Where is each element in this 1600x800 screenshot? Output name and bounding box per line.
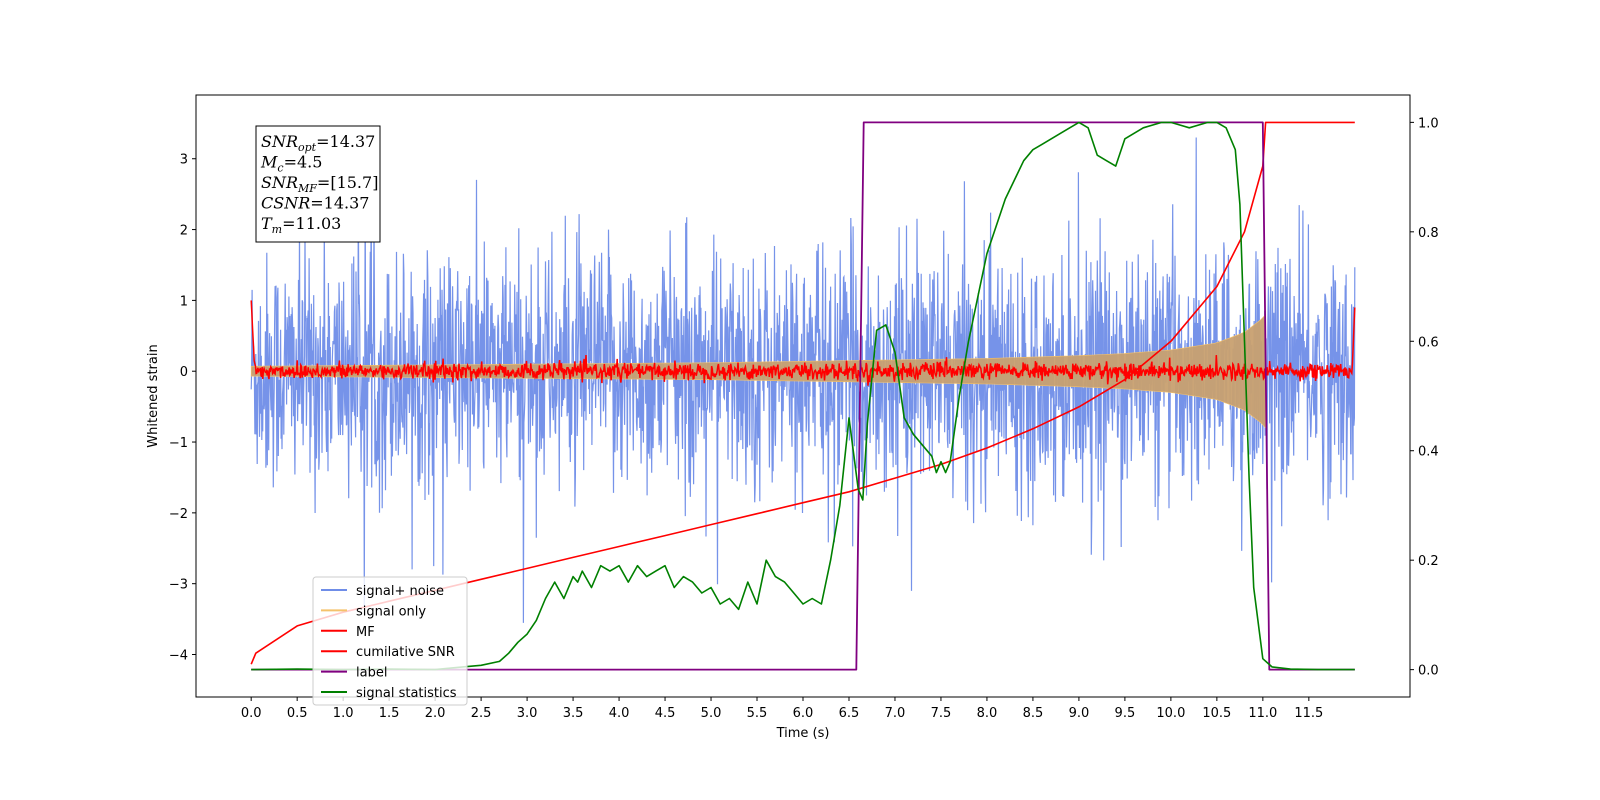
stats-line: Tm=11.03 — [261, 214, 341, 236]
x-tick-label: 6.5 — [839, 706, 860, 721]
legend-entry-label: signal+ noise — [356, 584, 444, 599]
x-tick-label: 9.5 — [1115, 706, 1136, 721]
y2-tick-label: 0.8 — [1418, 226, 1439, 241]
x-tick-label: 8.5 — [1023, 706, 1044, 721]
legend-entry-label: cumilative SNR — [356, 645, 455, 660]
x-tick-label: 7.5 — [931, 706, 952, 721]
x-tick-label: 3.5 — [563, 706, 584, 721]
y-tick-label: 0 — [180, 365, 188, 380]
y2-tick-label: 0.4 — [1418, 445, 1439, 460]
x-tick-label: 2.5 — [471, 706, 492, 721]
x-tick-label: 11.0 — [1248, 706, 1277, 721]
stats-subscript: opt — [298, 141, 317, 154]
stats-value: =4.5 — [284, 153, 323, 172]
x-tick-label: 8.0 — [977, 706, 998, 721]
series-mf-line — [250, 300, 1356, 386]
stats-symbol: SNR — [261, 173, 298, 192]
y2-tick-label: 0.6 — [1418, 335, 1439, 350]
y2-tick-label: 0.2 — [1418, 554, 1439, 569]
y-tick-label: −4 — [169, 649, 188, 664]
x-tick-label: 4.5 — [655, 706, 676, 721]
y-tick-label: 1 — [180, 294, 188, 309]
x-tick-label: 1.5 — [379, 706, 400, 721]
x-tick-label: 5.5 — [747, 706, 768, 721]
stats-box: SNRopt=14.37Mc=4.5SNRMF=[15.7]CSNR=14.37… — [255, 125, 381, 243]
x-tick-label: 5.0 — [701, 706, 722, 721]
stats-subscript: m — [272, 223, 282, 236]
x-tick-label: 6.0 — [793, 706, 814, 721]
stats-value: =[15.7] — [317, 173, 379, 192]
series-signal-noise-line — [250, 137, 1356, 623]
y2-tick-label: 1.0 — [1418, 116, 1439, 131]
stats-box-frame — [255, 125, 381, 243]
stats-symbol: T — [261, 214, 273, 233]
stats-line: Mc=4.5 — [260, 153, 322, 175]
y-tick-label: 3 — [180, 153, 188, 168]
y-tick-label: 2 — [180, 224, 188, 239]
stats-symbol: M — [260, 153, 278, 172]
stats-symbol: SNR — [261, 132, 298, 151]
x-tick-label: 1.0 — [333, 706, 354, 721]
legend-frame — [312, 576, 468, 706]
stats-line: SNRMF=[15.7] — [261, 173, 378, 195]
x-tick-label: 4.0 — [609, 706, 630, 721]
stats-value: =11.03 — [282, 214, 341, 233]
legend-entry-label: MF — [356, 625, 375, 640]
x-tick-label: 2.0 — [425, 706, 446, 721]
y-axis-label: Whitened strain — [146, 344, 161, 447]
y-tick-label: −2 — [169, 507, 188, 522]
series-label-line — [251, 121, 1355, 671]
legend-entry-label: label — [356, 666, 387, 681]
y2-tick-label: 0.0 — [1418, 664, 1439, 679]
x-tick-label: 11.5 — [1294, 706, 1323, 721]
stats-value: =14.37 — [310, 194, 369, 213]
axes: 0.0 0.5 1.0 1.5 2.0 2.5 3.0 3.5 4.0 4.5 5.0 5.5 6.0 6… — [169, 94, 1439, 721]
x-tick-label: 10.0 — [1156, 706, 1185, 721]
x-tick-label: 10.5 — [1202, 706, 1231, 721]
y-tick-label: −3 — [169, 578, 188, 593]
stats-line: CSNR=14.37 — [261, 194, 369, 213]
series-signal-statistics-line — [251, 121, 1355, 671]
x-tick-label: 9.0 — [1069, 706, 1090, 721]
x-tick-label: 0.0 — [241, 706, 262, 721]
stats-value: =14.37 — [316, 132, 375, 151]
stats-symbol: CSNR — [261, 194, 310, 213]
stats-subscript: c — [277, 162, 283, 175]
x-tick-label: 3.0 — [517, 706, 538, 721]
x-tick-label: 0.5 — [287, 706, 308, 721]
legend-entry-label: signal only — [356, 604, 426, 619]
legend: signal+ noise signal only MF cumilative SNR… — [312, 576, 468, 706]
stats-line: SNRopt=14.37 — [261, 132, 375, 154]
legend-entry-label: signal statistics — [356, 686, 457, 701]
stats-subscript: MF — [297, 182, 317, 195]
y-tick-label: −1 — [169, 436, 188, 451]
x-axis-label: Time (s) — [776, 726, 830, 741]
x-tick-label: 7.0 — [885, 706, 906, 721]
